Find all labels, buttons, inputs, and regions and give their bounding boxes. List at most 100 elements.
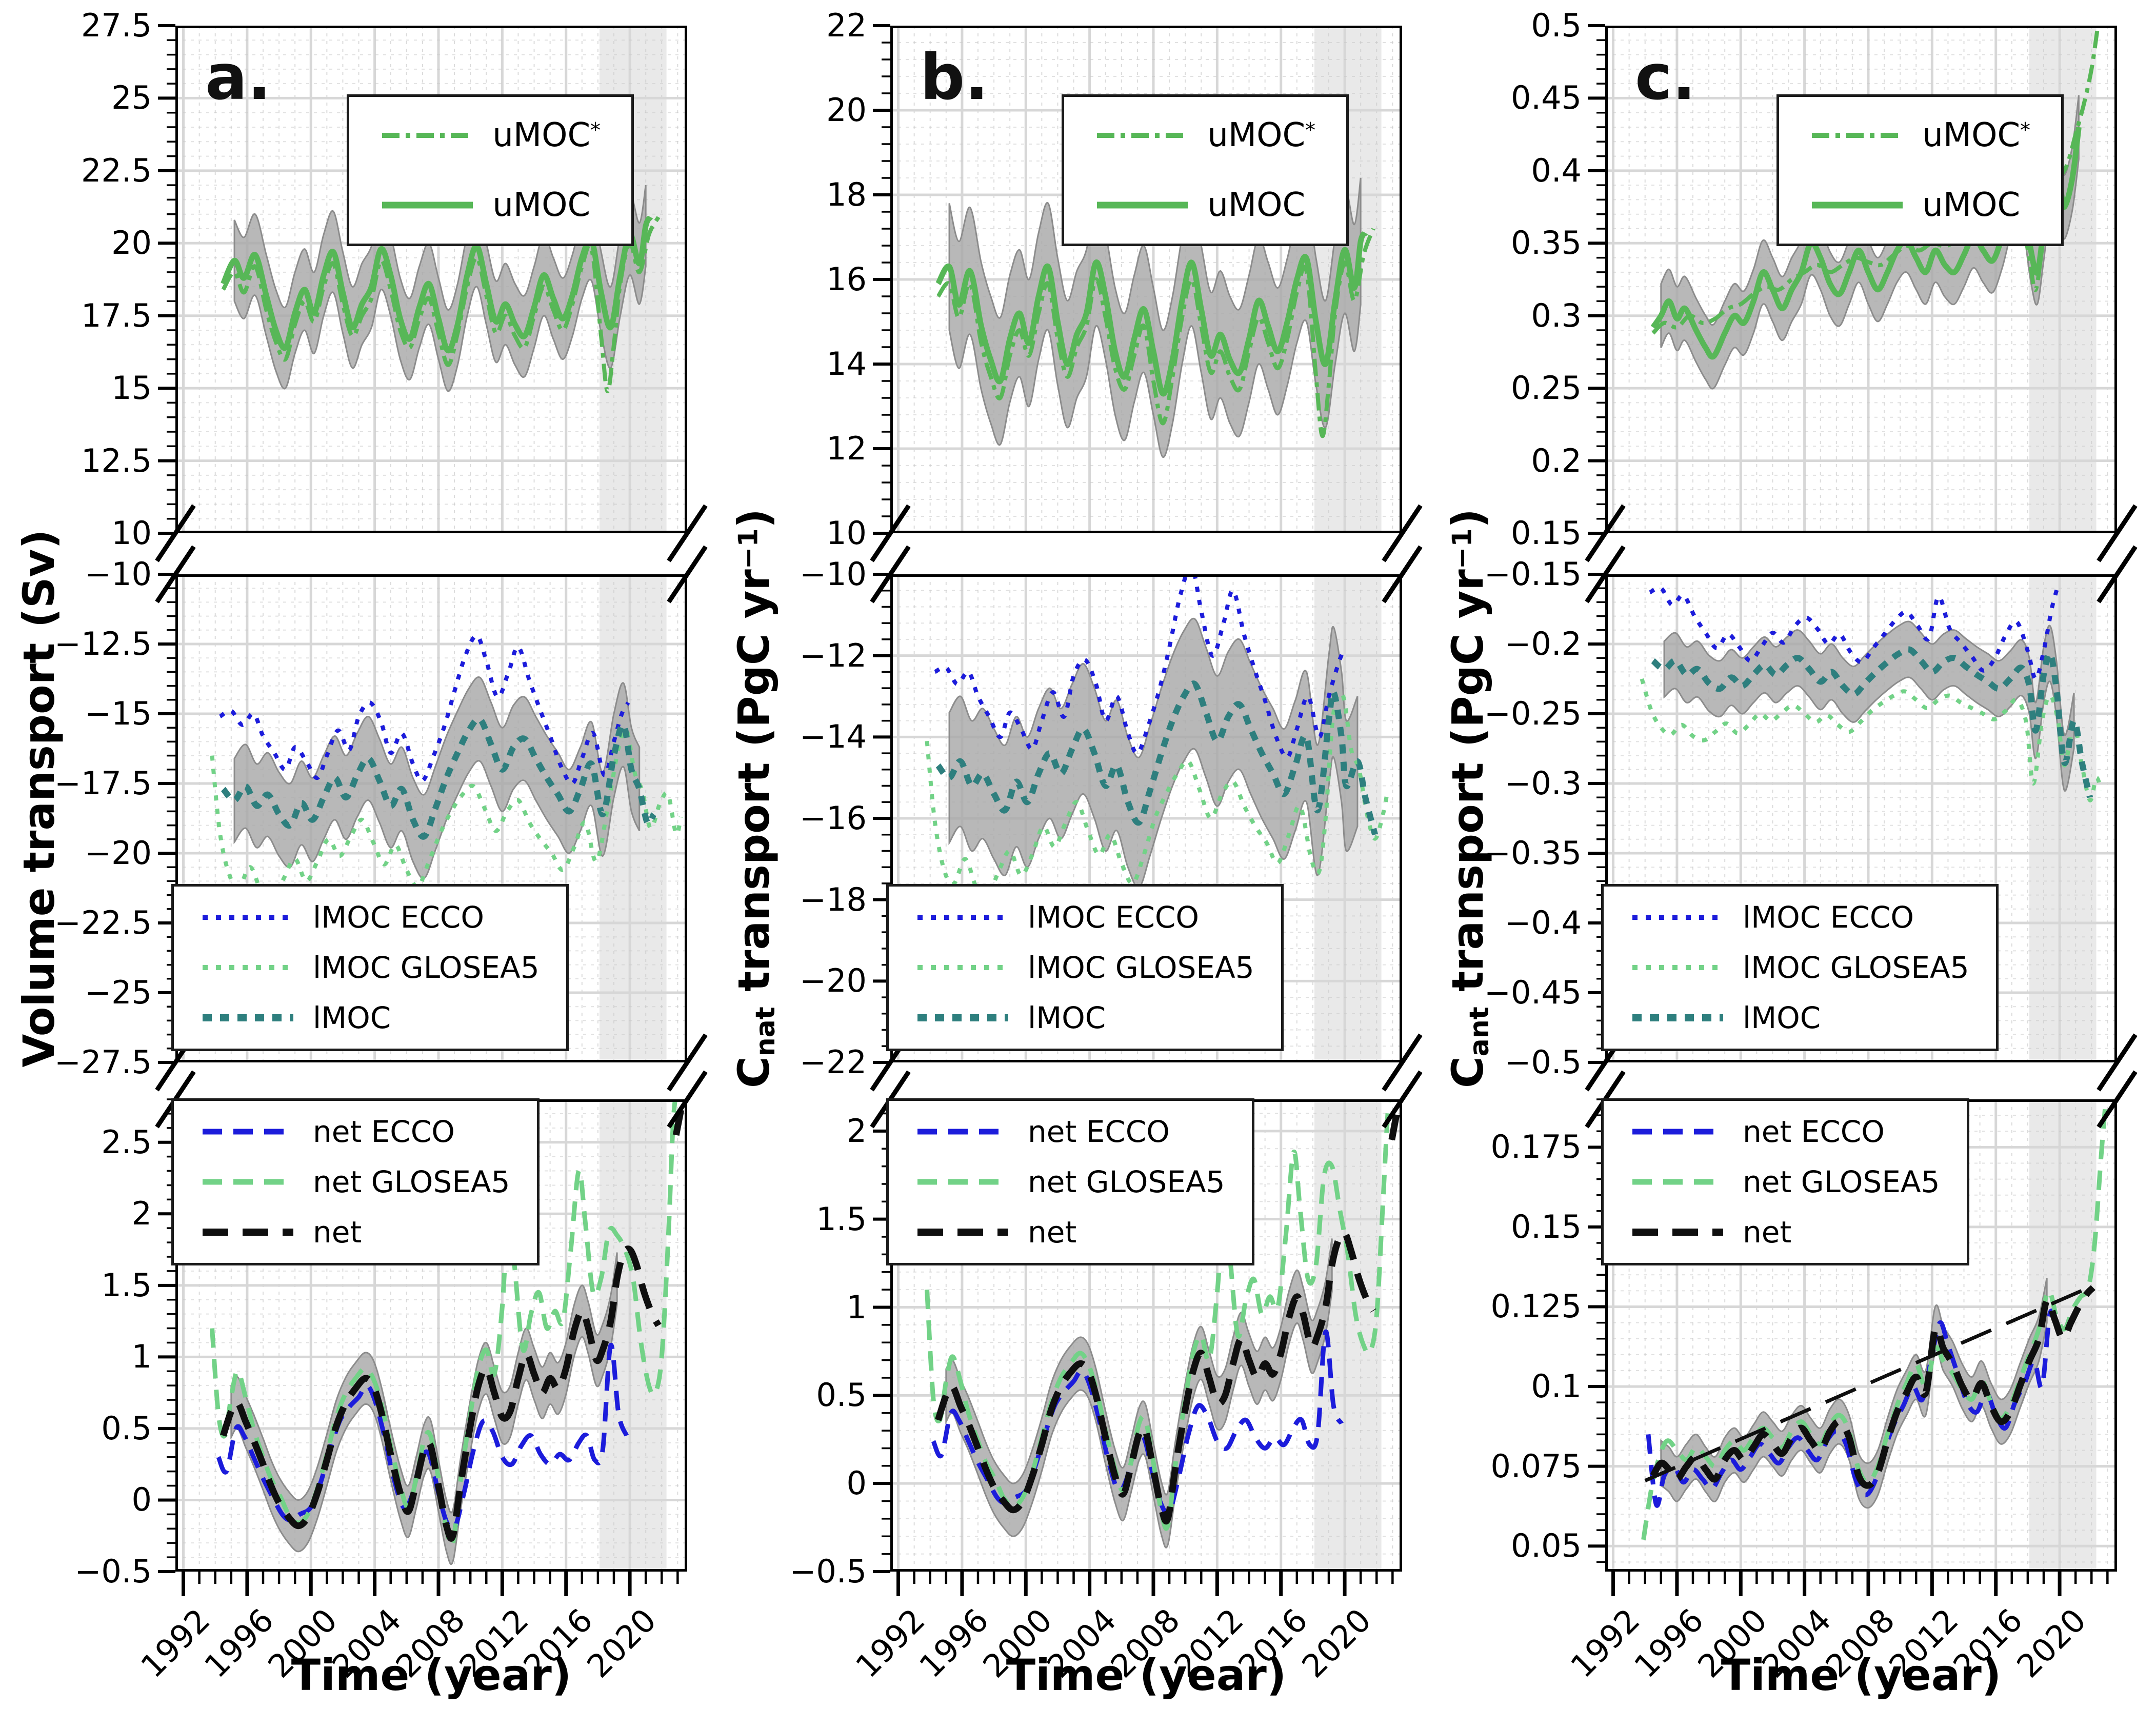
legend-entry: net ECCO <box>201 1114 510 1149</box>
y-tick-label: −0.4 <box>1504 904 1582 941</box>
legend-line-sample <box>1632 965 1723 970</box>
legend-label: net GLOSEA5 <box>313 1164 510 1199</box>
y-tick-label: −0.25 <box>1484 695 1582 732</box>
y-tick-label: 2 <box>131 1195 152 1233</box>
y-tick-label: 0.125 <box>1490 1288 1582 1325</box>
series-lmoc-glosea5 <box>210 727 683 903</box>
y-tick-label: 0.35 <box>1510 224 1582 262</box>
y-tick-label: 1 <box>131 1338 152 1376</box>
panel-spines <box>175 574 687 1062</box>
y-tick-label: −25 <box>85 974 152 1011</box>
x-tick-label: 1996 <box>1627 1601 1711 1685</box>
panel-spines <box>890 574 1402 1062</box>
y-tick-label: −15 <box>85 695 152 732</box>
label-segment: * <box>1305 118 1316 143</box>
y-tick-label: 0.45 <box>1510 79 1582 117</box>
panel-spines <box>175 26 687 533</box>
y-tick-label: 0.3 <box>1531 296 1582 334</box>
y-tick-label: 20 <box>111 224 152 262</box>
label-segment: lMOC <box>1028 1000 1106 1035</box>
label-segment: ant <box>1464 1007 1495 1057</box>
uncertainty-band <box>1663 620 2075 792</box>
x-tick-label: 2016 <box>1946 1601 2030 1685</box>
legend-c-middle: lMOC ECCO lMOC GLOSEA5 lMOC <box>1601 884 1999 1051</box>
legend-label: uMOC <box>1207 186 1305 224</box>
x-axis-label-a: Time (year) <box>291 1650 572 1700</box>
label-segment: lMOC ECCO <box>1028 900 1200 935</box>
legend-c-top: uMOC* uMOC <box>1776 94 2064 246</box>
series-lmoc <box>1651 646 2093 798</box>
legend-label: uMOC* <box>492 116 601 154</box>
label-segment: lMOC <box>1743 1000 1821 1035</box>
legend-label: net ECCO <box>313 1114 455 1149</box>
label-segment: lMOC GLOSEA5 <box>313 950 540 985</box>
label-segment: uMOC <box>1207 116 1306 154</box>
y-tick-label: −10 <box>85 555 152 593</box>
legend-entry: net ECCO <box>915 1114 1225 1149</box>
x-tick-label: 1996 <box>197 1601 281 1685</box>
label-segment: uMOC <box>1922 186 2021 224</box>
series-umoc- <box>936 228 1375 438</box>
legend-label: net <box>313 1215 362 1250</box>
series-net <box>220 1245 662 1542</box>
series-lmoc <box>221 716 657 840</box>
y-tick-label: 0.5 <box>101 1409 152 1447</box>
x-tick-label: 2020 <box>580 1601 664 1685</box>
legend-entry: lMOC ECCO <box>201 900 540 935</box>
y-tick-label: 0.25 <box>1510 369 1582 407</box>
label-segment: uMOC <box>492 116 591 154</box>
series-net-glosea5 <box>1641 1099 2108 1540</box>
x-tick-label: 1996 <box>912 1601 996 1685</box>
label-segment: lMOC GLOSEA5 <box>1028 950 1254 985</box>
legend-line-sample <box>203 965 293 970</box>
label-segment: C <box>1443 1056 1493 1089</box>
legend-entry: net GLOSEA5 <box>201 1164 510 1199</box>
label-segment: * <box>2020 118 2031 143</box>
y-tick-label: 0.075 <box>1490 1447 1582 1485</box>
panel-letter-c: c. <box>1635 41 1696 114</box>
label-segment: −1 <box>1447 528 1478 570</box>
y-tick-label: −22.5 <box>54 904 152 941</box>
legend-label: net ECCO <box>1028 1114 1170 1149</box>
y-tick-label: −0.5 <box>1504 1043 1582 1081</box>
x-tick-label: 2004 <box>325 1601 409 1685</box>
label-segment: net GLOSEA5 <box>1028 1164 1225 1199</box>
y-tick-label: 10 <box>826 514 867 552</box>
x-tick-label: 1992 <box>1563 1601 1647 1685</box>
x-tick-label: 1992 <box>848 1601 932 1685</box>
label-segment: net <box>1743 1215 1792 1250</box>
label-segment: net <box>1028 1215 1077 1250</box>
legend-entry: lMOC ECCO <box>1630 900 1969 935</box>
legend-label: lMOC GLOSEA5 <box>313 950 540 985</box>
legend-line-sample <box>203 1229 293 1236</box>
label-segment: lMOC GLOSEA5 <box>1743 950 1969 985</box>
legend-entry: uMOC* <box>1810 116 2030 154</box>
y-tick-label: −12 <box>800 636 867 674</box>
uncertainty-band <box>945 1238 1333 1549</box>
y-tick-label: 0.05 <box>1510 1527 1582 1565</box>
y-tick-label: −17.5 <box>54 765 152 802</box>
legend-label: net GLOSEA5 <box>1743 1164 1940 1199</box>
y-tick-label: −20 <box>85 834 152 872</box>
label-segment: uMOC <box>492 186 591 224</box>
legend-line-sample <box>203 1014 293 1021</box>
y-tick-label: −22 <box>800 1043 867 1081</box>
series-lmoc <box>935 680 1378 836</box>
x-axis-label-c: Time (year) <box>1721 1650 2002 1700</box>
legend-entry: uMOC <box>1810 186 2030 224</box>
legend-label: net ECCO <box>1743 1114 1885 1149</box>
legend-label: uMOC* <box>1207 116 1315 154</box>
legend-line-sample <box>1632 1179 1723 1185</box>
legend-a-middle: lMOC ECCO lMOC GLOSEA5 lMOC <box>171 884 569 1051</box>
x-tick-label: 2016 <box>1231 1601 1315 1685</box>
legend-line-sample <box>1812 202 1903 209</box>
label-segment: uMOC <box>1207 186 1306 224</box>
x-tick-label: 2004 <box>1040 1601 1124 1685</box>
legend-label: uMOC <box>1922 186 2020 224</box>
legend-entry: net ECCO <box>1630 1114 1940 1149</box>
legend-label: uMOC* <box>1922 116 2030 154</box>
legend-line-sample <box>917 1014 1008 1021</box>
x-tick-label: 2000 <box>261 1601 345 1685</box>
label-segment: lMOC ECCO <box>1743 900 1914 935</box>
x-tick-label: 2020 <box>2009 1601 2093 1685</box>
